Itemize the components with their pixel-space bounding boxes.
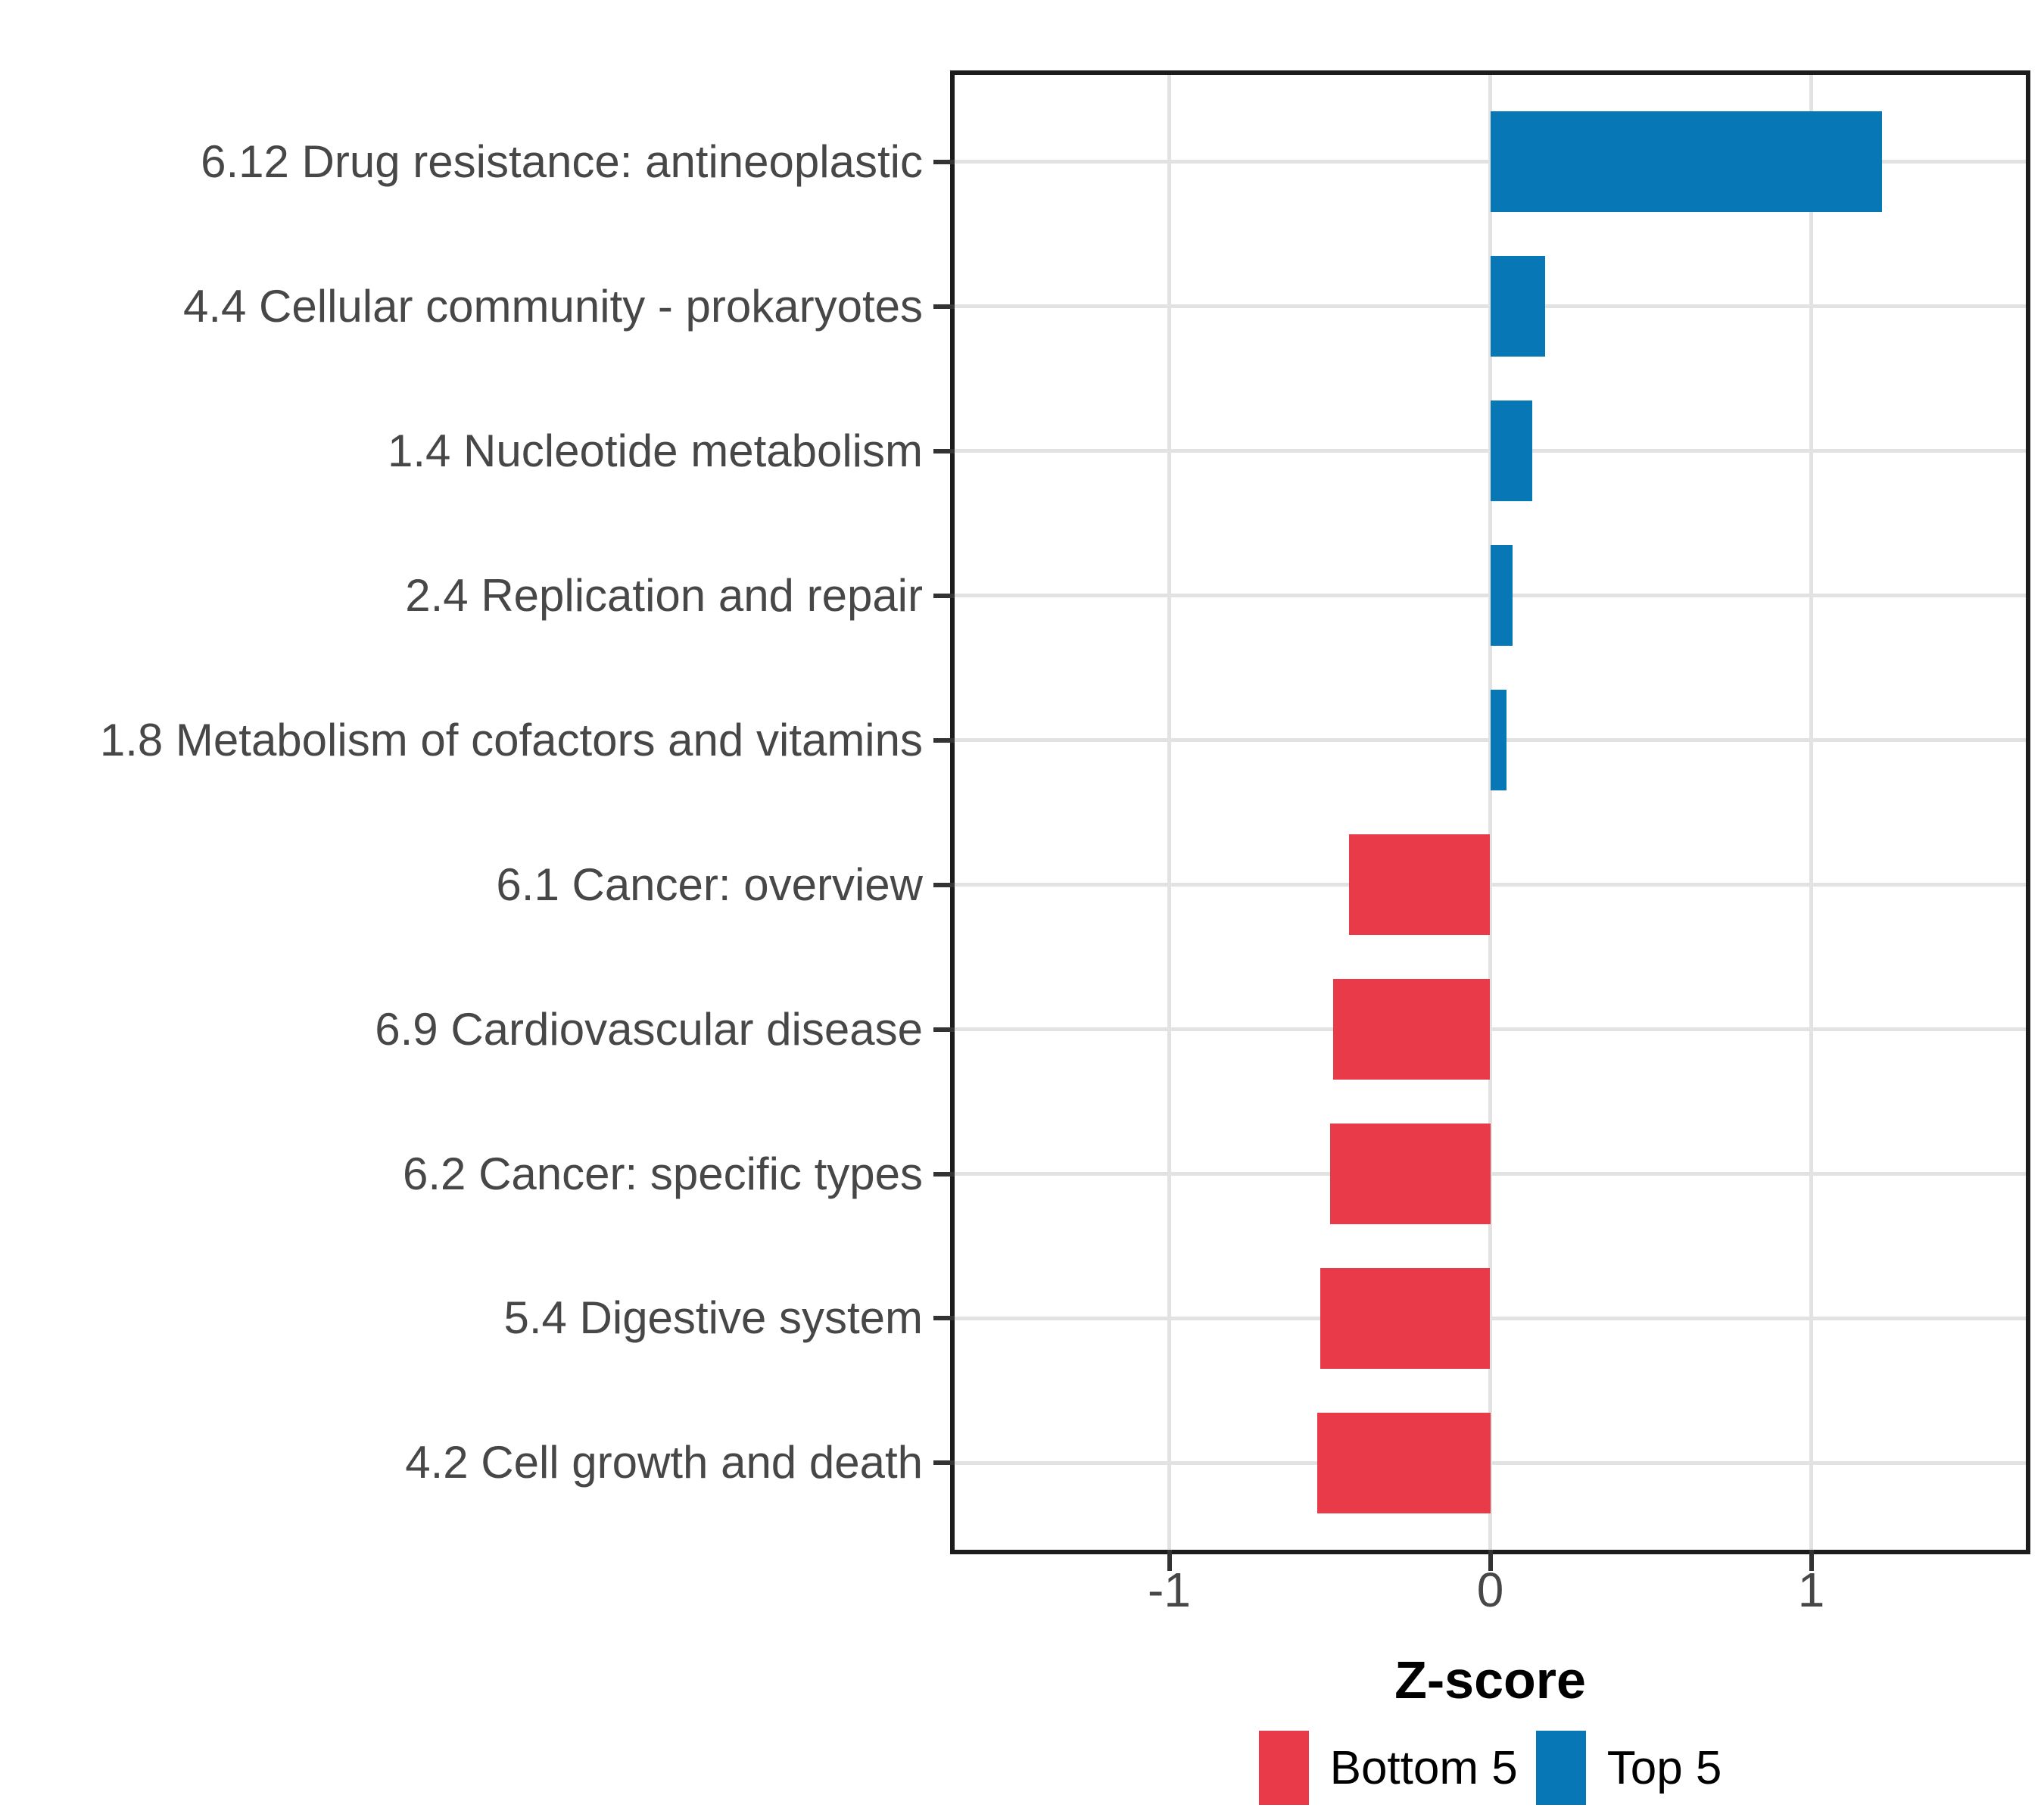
bar xyxy=(1329,1123,1491,1225)
bar xyxy=(1348,834,1491,936)
y-axis-tick xyxy=(933,593,955,598)
y-axis-tick xyxy=(933,1460,955,1466)
y-axis-tick xyxy=(933,304,955,309)
y-axis-label: 6.9 Cardiovascular disease xyxy=(375,1003,923,1055)
legend-swatch-top5 xyxy=(1535,1731,1586,1805)
legend-label-top5: Top 5 xyxy=(1606,1741,1722,1794)
x-axis-tick-label: -1 xyxy=(1148,1563,1191,1617)
y-axis-tick xyxy=(933,882,955,887)
vertical-gridline xyxy=(1488,75,1492,1550)
y-axis-tick xyxy=(933,1316,955,1321)
x-axis-tick xyxy=(1809,1550,1814,1571)
legend-label-bottom5: Bottom 5 xyxy=(1329,1741,1518,1794)
y-axis-tick xyxy=(933,1171,955,1177)
bar xyxy=(1332,978,1491,1080)
horizontal-gridline xyxy=(955,1027,2026,1031)
y-axis-label: 2.4 Replication and repair xyxy=(405,569,923,621)
bar xyxy=(1316,1412,1491,1514)
bar xyxy=(1490,255,1545,357)
y-axis-label: 5.4 Digestive system xyxy=(503,1292,923,1344)
x-axis-tick xyxy=(1488,1550,1493,1571)
y-axis-label: 6.2 Cancer: specific types xyxy=(403,1148,923,1199)
vertical-gridline xyxy=(1167,75,1171,1550)
legend-swatch-bottom5 xyxy=(1258,1731,1309,1805)
horizontal-gridline xyxy=(955,1460,2026,1465)
bar xyxy=(1490,111,1882,213)
legend-item-top5: Top 5 xyxy=(1535,1731,1722,1805)
x-axis-tick-label: 1 xyxy=(1797,1563,1825,1617)
bar xyxy=(1490,544,1513,647)
x-axis-tick xyxy=(1167,1550,1172,1571)
y-axis-label: 1.4 Nucleotide metabolism xyxy=(387,425,923,476)
y-axis-label: 4.2 Cell growth and death xyxy=(405,1437,923,1488)
bar xyxy=(1320,1267,1491,1370)
y-axis-label: 6.1 Cancer: overview xyxy=(496,859,923,910)
y-axis-tick xyxy=(933,1027,955,1032)
horizontal-gridline xyxy=(955,1172,2026,1176)
legend: Bottom 5 Top 5 xyxy=(955,1728,2026,1807)
horizontal-gridline xyxy=(955,883,2026,887)
y-axis-label: 4.4 Cellular community - prokaryotes xyxy=(182,280,923,332)
legend-item-bottom5: Bottom 5 xyxy=(1258,1731,1518,1805)
y-axis-label: 6.12 Drug resistance: antineoplastic xyxy=(201,136,923,187)
y-axis-tick xyxy=(933,448,955,453)
bar xyxy=(1490,689,1507,791)
y-axis-label: 1.8 Metabolism of cofactors and vitamins xyxy=(99,714,923,765)
y-axis-tick xyxy=(933,159,955,164)
x-axis-tick-label: 0 xyxy=(1476,1563,1504,1617)
plot-panel xyxy=(950,70,2030,1554)
horizontal-gridline xyxy=(955,1316,2026,1320)
vertical-gridline xyxy=(1809,75,1813,1550)
bar xyxy=(1490,400,1532,502)
y-axis-tick xyxy=(933,737,955,743)
x-axis-title: Z-score xyxy=(1394,1650,1586,1709)
